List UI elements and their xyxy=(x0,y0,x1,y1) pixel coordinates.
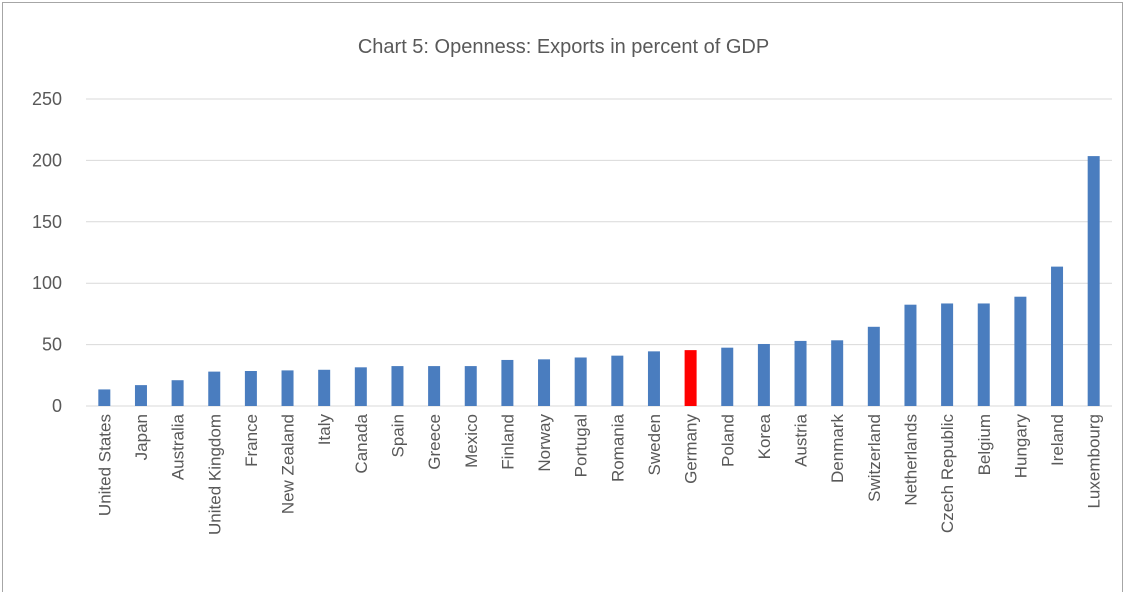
x-category-label: New Zealand xyxy=(279,414,298,514)
bar xyxy=(538,359,551,406)
bar xyxy=(977,303,990,406)
bar xyxy=(1087,156,1100,406)
x-category-label: Finland xyxy=(498,414,517,470)
bar xyxy=(757,343,770,406)
x-category-label: Romania xyxy=(608,413,627,482)
bar xyxy=(318,369,331,406)
x-category-label: Greece xyxy=(425,414,444,470)
y-tick-label: 0 xyxy=(52,396,62,416)
x-category-label: Czech Republic xyxy=(938,414,957,534)
x-category-label: Austria xyxy=(792,413,811,466)
y-tick-label: 100 xyxy=(32,273,62,293)
bar xyxy=(684,350,697,406)
x-category-label: United States xyxy=(95,414,114,516)
bar xyxy=(391,366,404,406)
y-tick-label: 200 xyxy=(32,150,62,170)
bar xyxy=(904,304,917,406)
x-category-label: Denmark xyxy=(828,414,847,483)
x-category-label: United Kingdom xyxy=(205,414,224,535)
bar xyxy=(574,357,587,406)
bar xyxy=(501,359,514,406)
bar xyxy=(428,366,441,406)
x-category-label: France xyxy=(242,414,261,467)
bar xyxy=(464,366,477,406)
x-category-label: Netherlands xyxy=(901,414,920,506)
bar xyxy=(134,385,147,406)
bar xyxy=(208,371,221,406)
x-category-label: Portugal xyxy=(572,414,591,477)
x-category-label: Italy xyxy=(315,414,334,446)
bar xyxy=(611,355,624,406)
y-tick-label: 50 xyxy=(42,335,62,355)
x-category-label: Hungary xyxy=(1011,414,1030,479)
bar xyxy=(647,351,660,406)
bar xyxy=(941,303,954,406)
bar xyxy=(831,340,844,406)
x-category-label: Sweden xyxy=(645,414,664,475)
bar xyxy=(171,380,184,406)
x-category-label: Australia xyxy=(169,413,188,480)
y-tick-label: 150 xyxy=(32,212,62,232)
bar xyxy=(244,371,257,406)
x-category-label: Japan xyxy=(132,414,151,460)
x-category-label: Germany xyxy=(682,414,701,484)
chart-title: Chart 5: Openness: Exports in percent of… xyxy=(357,36,770,58)
bar xyxy=(721,347,734,406)
bar xyxy=(354,367,367,406)
y-tick-label: 250 xyxy=(32,89,62,109)
x-category-label: Spain xyxy=(388,414,407,457)
x-category-label: Canada xyxy=(352,413,371,473)
x-category-label: Mexico xyxy=(462,414,481,468)
x-category-label: Norway xyxy=(535,414,554,472)
x-category-label: Belgium xyxy=(975,414,994,475)
bar xyxy=(794,340,807,406)
bar xyxy=(1014,296,1027,406)
bar xyxy=(1051,266,1064,406)
x-category-label: Luxembourg xyxy=(1085,414,1104,509)
x-category-label: Poland xyxy=(718,414,737,467)
x-category-label: Ireland xyxy=(1048,414,1067,466)
bar xyxy=(98,389,111,406)
x-category-label: Switzerland xyxy=(865,414,884,502)
bar xyxy=(867,326,880,406)
x-category-label: Korea xyxy=(755,413,774,459)
bar xyxy=(281,370,294,406)
